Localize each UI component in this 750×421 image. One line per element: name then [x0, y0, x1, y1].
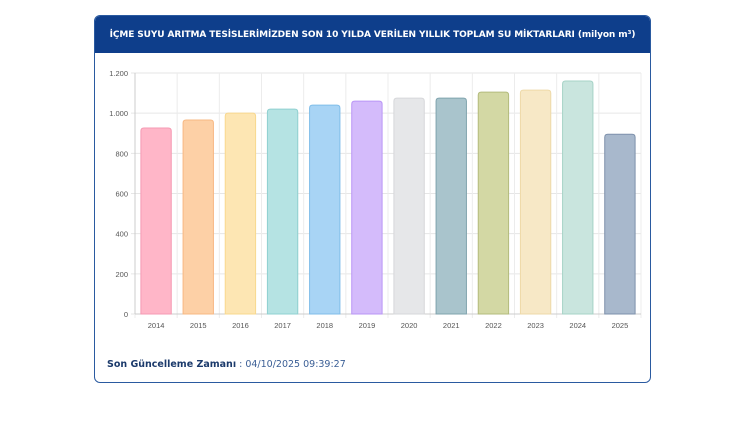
last-update-label: Son Güncelleme Zamanı	[107, 359, 237, 370]
bar-chart: 0 200 400 600 800 1.000 1.200 2014 2015 2016 2017 2…	[109, 69, 642, 330]
y-tick-label: 200	[115, 270, 128, 279]
x-tick-label: 2019	[359, 321, 376, 330]
bar-2022	[477, 91, 510, 315]
bar-2016	[224, 112, 257, 315]
chart-card: İÇME SUYU ARITMA TESİSLERİMİZDEN SON 10 …	[94, 15, 651, 383]
x-tick-label: 2018	[316, 321, 333, 330]
last-update: Son Güncelleme Zamanı : 04/10/2025 09:39…	[107, 359, 346, 370]
bar-2019	[351, 100, 383, 315]
y-tick-label: 1.200	[109, 69, 128, 78]
x-tick-label: 2016	[232, 321, 249, 330]
bar-2014	[140, 127, 172, 315]
x-tick-label: 2017	[274, 321, 291, 330]
bar-2015	[182, 119, 214, 315]
chart-title: İÇME SUYU ARITMA TESİSLERİMİZDEN SON 10 …	[95, 16, 650, 53]
last-update-separator: :	[236, 359, 246, 370]
x-tick-label: 2021	[443, 321, 460, 330]
y-tick-label: 600	[115, 190, 128, 199]
x-tick-label: 2020	[401, 321, 418, 330]
bar-2017	[266, 108, 299, 315]
x-tick-label: 2023	[527, 321, 544, 330]
x-tick-label: 2022	[485, 321, 502, 330]
x-tick-label: 2024	[569, 321, 586, 330]
bar-2020	[393, 97, 425, 315]
bar-2025	[604, 133, 636, 315]
y-tick-label: 0	[124, 310, 128, 319]
bar-2024	[562, 80, 594, 315]
last-update-value: 04/10/2025 09:39:27	[245, 359, 346, 370]
y-tick-label: 400	[115, 230, 128, 239]
x-tick-label: 2014	[148, 321, 165, 330]
bar-2023	[519, 89, 552, 315]
bar-2021	[435, 97, 467, 315]
x-tick-label: 2025	[612, 321, 629, 330]
y-tick-label: 800	[115, 149, 128, 158]
bar-2018	[309, 104, 341, 315]
x-tick-label: 2015	[190, 321, 207, 330]
y-tick-label: 1.000	[109, 109, 128, 118]
